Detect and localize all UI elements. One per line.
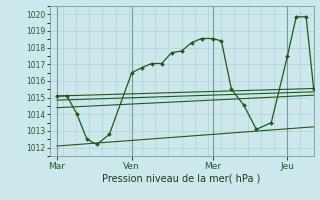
X-axis label: Pression niveau de la mer( hPa ): Pression niveau de la mer( hPa ) <box>102 173 261 183</box>
